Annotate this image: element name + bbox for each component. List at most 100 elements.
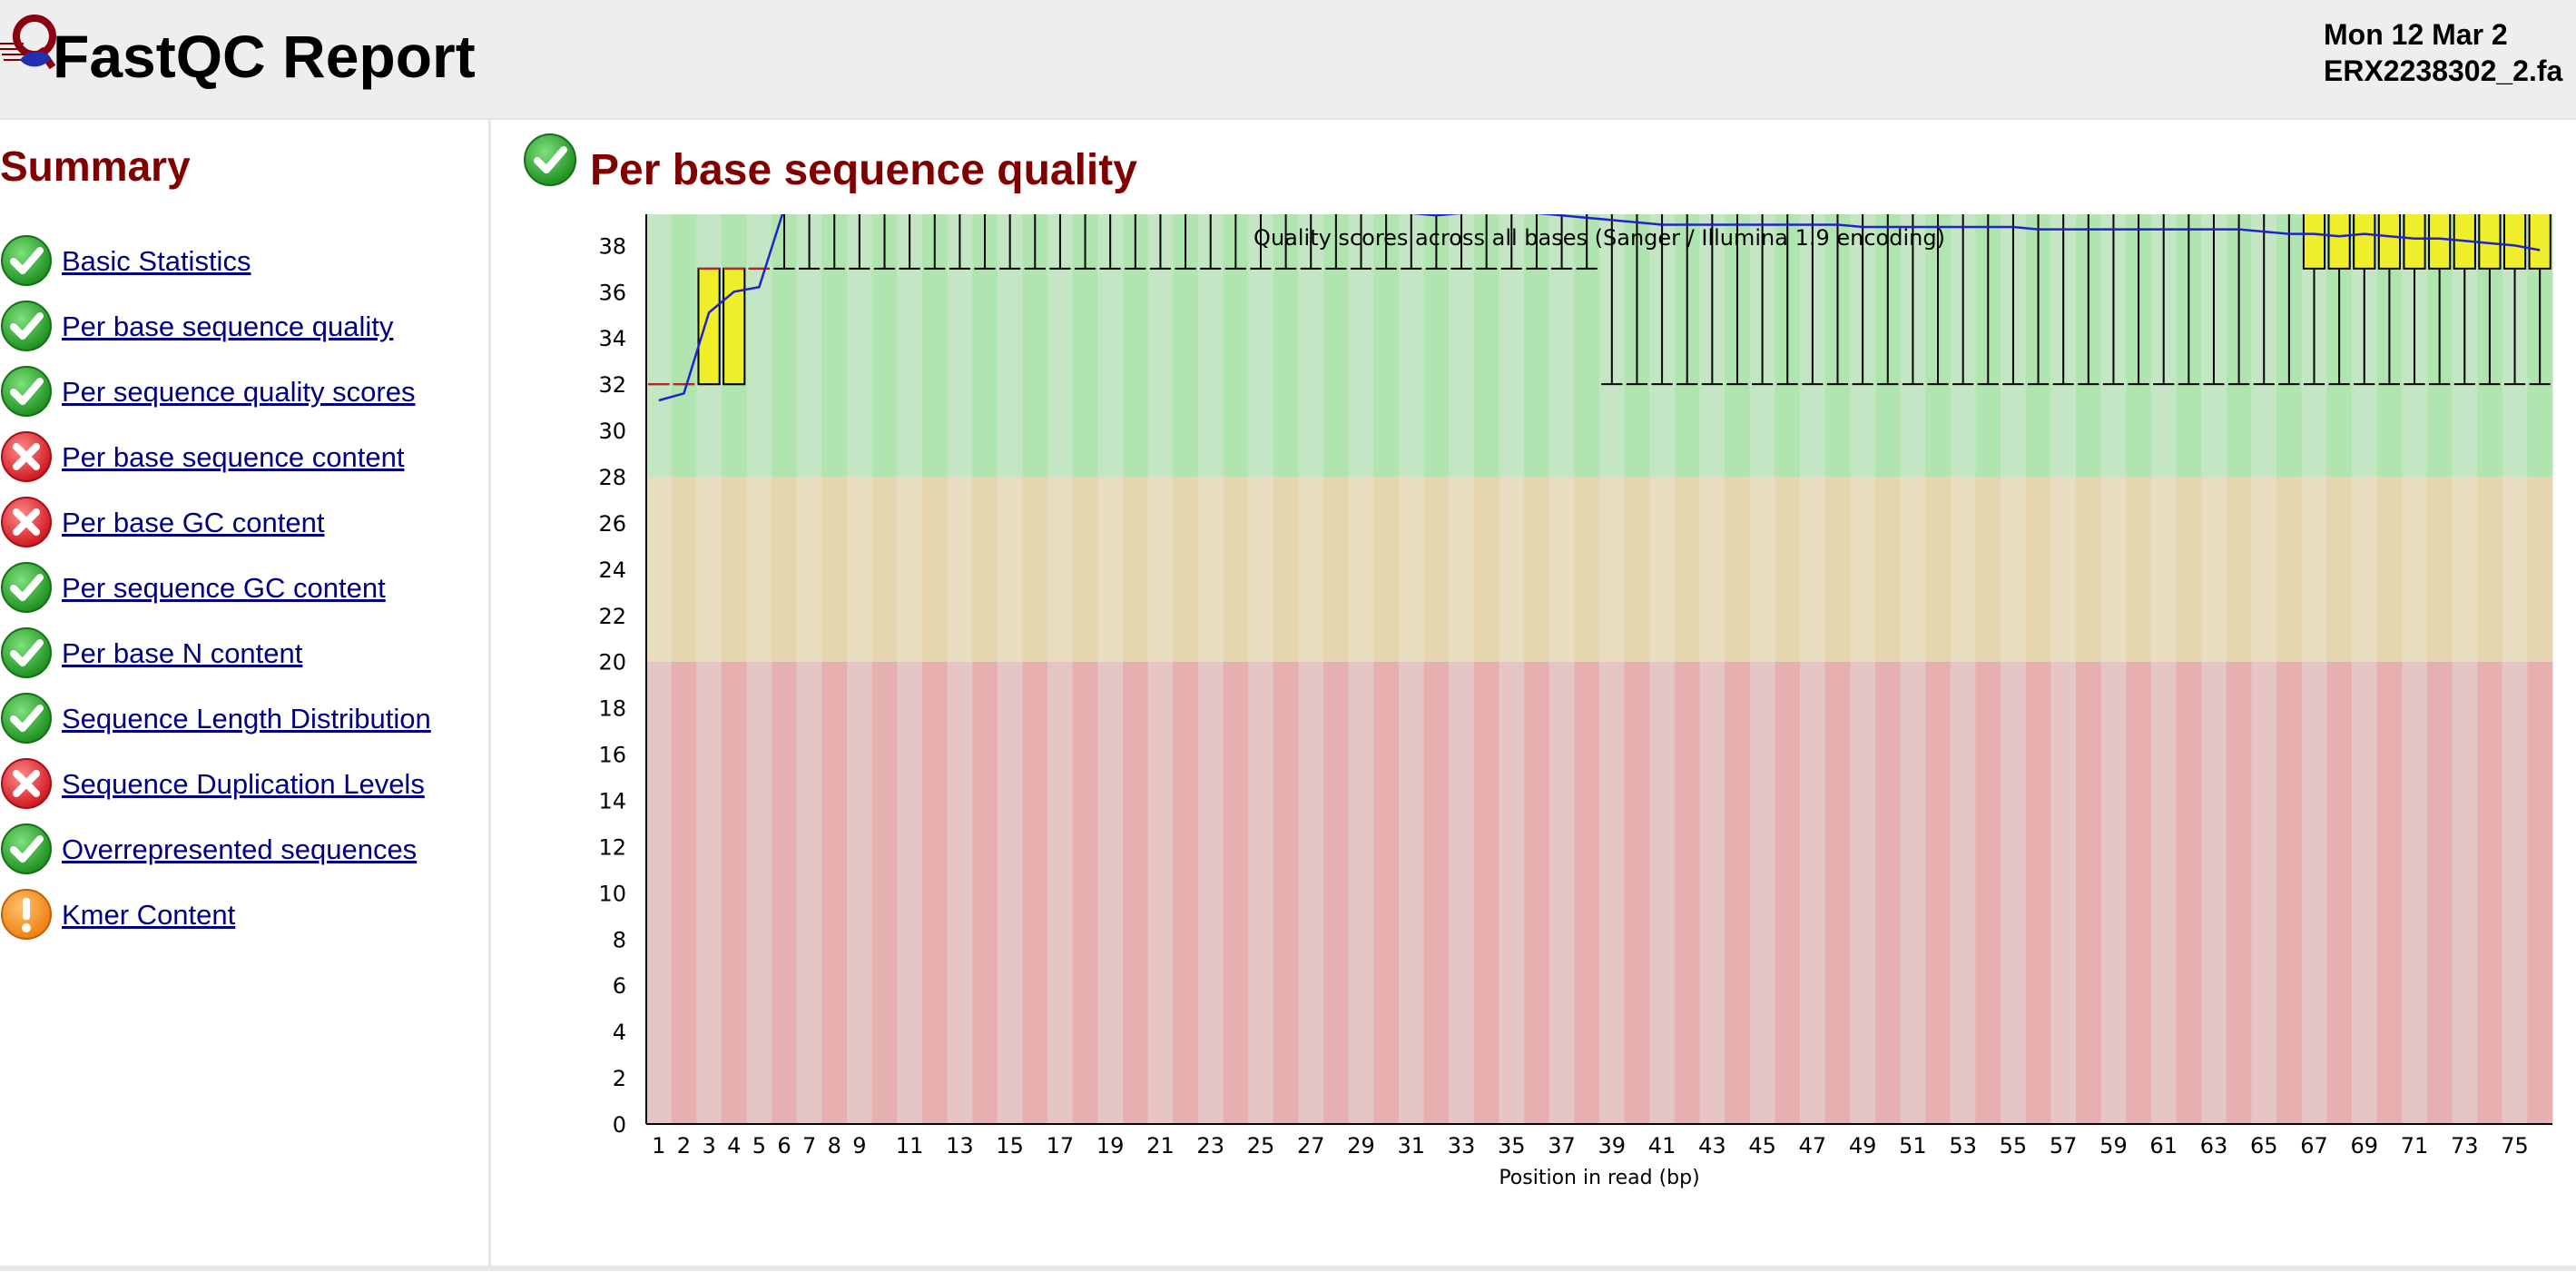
- x-tick-label: 8: [828, 1133, 841, 1159]
- zone-stripe-reasonable: [1298, 477, 1324, 662]
- summary-item[interactable]: Per sequence GC content: [0, 561, 488, 619]
- summary-link[interactable]: Per sequence GC content: [62, 572, 386, 604]
- zone-stripe-poor: [2527, 661, 2553, 1124]
- summary-item[interactable]: Basic Statistics: [0, 234, 488, 292]
- zone-stripe-reasonable: [1699, 477, 1726, 662]
- zone-stripe-reasonable: [1323, 477, 1350, 662]
- summary-item[interactable]: Overrepresented sequences: [0, 823, 488, 881]
- x-tick-label: 11: [896, 1133, 924, 1159]
- iqr-box: [2327, 175, 2351, 270]
- zone-stripe-reasonable: [997, 477, 1023, 662]
- zone-stripe-poor: [1824, 661, 1851, 1124]
- x-tick-label: 27: [1297, 1133, 1325, 1159]
- summary-link[interactable]: Basic Statistics: [62, 245, 251, 277]
- zone-stripe-reasonable: [772, 477, 798, 662]
- x-tick-label: 13: [946, 1133, 974, 1159]
- summary-link[interactable]: Per sequence quality scores: [62, 376, 416, 408]
- x-tick-label: 7: [802, 1133, 816, 1159]
- x-tick-label: 17: [1047, 1133, 1075, 1159]
- zone-stripe-poor: [1047, 661, 1074, 1124]
- zone-stripe-poor: [1348, 661, 1374, 1124]
- zone-stripe-reasonable: [671, 477, 697, 662]
- x-tick-label: 33: [1448, 1133, 1476, 1159]
- zone-stripe-poor: [1624, 661, 1650, 1124]
- zone-stripe-reasonable: [821, 477, 848, 662]
- y-tick-label: 20: [598, 650, 626, 675]
- zone-stripe-poor: [746, 661, 772, 1124]
- zone-stripe-reasonable: [1449, 477, 1475, 662]
- summary-link[interactable]: Overrepresented sequences: [62, 833, 418, 865]
- iqr-box: [2528, 175, 2551, 270]
- summary-item[interactable]: Sequence Length Distribution: [0, 692, 488, 750]
- x-tick-label: 21: [1146, 1133, 1175, 1159]
- zone-stripe-reasonable: [721, 477, 748, 662]
- zone-stripe-poor: [1273, 661, 1299, 1124]
- zone-stripe-reasonable: [1197, 477, 1224, 662]
- x-tick-label: 45: [1748, 1133, 1776, 1159]
- zone-stripe-poor: [997, 661, 1023, 1124]
- zone-stripe-reasonable: [1423, 477, 1450, 662]
- x-tick-label: 73: [2451, 1133, 2479, 1159]
- zone-stripe-reasonable: [1473, 477, 1499, 662]
- summary-item[interactable]: Per sequence quality scores: [0, 365, 488, 423]
- y-tick-label: 12: [598, 834, 626, 860]
- fail-icon: [1, 758, 52, 809]
- summary-item[interactable]: Per base N content: [0, 626, 488, 685]
- summary-link[interactable]: Sequence Length Distribution: [62, 703, 431, 735]
- zone-stripe-reasonable: [1524, 477, 1550, 662]
- summary-link[interactable]: Per base GC content: [62, 507, 325, 538]
- zone-stripe-reasonable: [2402, 477, 2428, 662]
- bottom-scrollbar-track[interactable]: [0, 1266, 2576, 1271]
- summary-item[interactable]: Per base sequence content: [0, 430, 488, 488]
- summary-item[interactable]: Per base sequence quality: [0, 300, 488, 358]
- zone-stripe-reasonable: [1925, 477, 1952, 662]
- x-tick-label: 41: [1648, 1133, 1676, 1159]
- x-tick-label: 43: [1698, 1133, 1726, 1159]
- fastqc-logo-icon: [0, 15, 56, 70]
- iqr-box: [2428, 175, 2452, 270]
- zone-stripe-poor: [1950, 661, 1976, 1124]
- x-tick-label: 39: [1598, 1133, 1627, 1159]
- zone-stripe-reasonable: [1624, 477, 1650, 662]
- zone-stripe-reasonable: [1147, 477, 1174, 662]
- x-tick-label: 57: [2050, 1133, 2078, 1159]
- zone-stripe-reasonable: [2100, 477, 2127, 662]
- zone-stripe-poor: [2150, 661, 2178, 1124]
- summary-item[interactable]: Kmer Content: [0, 888, 488, 946]
- zone-stripe-reasonable: [696, 477, 723, 662]
- summary-link[interactable]: Sequence Duplication Levels: [62, 768, 425, 800]
- y-tick-label: 18: [598, 696, 626, 722]
- y-tick-label: 6: [613, 973, 626, 999]
- zone-stripe-reasonable: [1749, 477, 1775, 662]
- zone-stripe-poor: [2251, 661, 2277, 1124]
- pass-icon: [1, 562, 52, 613]
- summary-item[interactable]: Per base GC content: [0, 496, 488, 554]
- x-tick-label: 35: [1498, 1133, 1526, 1159]
- zone-stripe-poor: [2100, 661, 2127, 1124]
- zone-stripe-reasonable: [2502, 477, 2528, 662]
- zone-stripe-reasonable: [1273, 477, 1299, 662]
- zone-stripe-poor: [2276, 661, 2303, 1124]
- summary-link[interactable]: Per base sequence quality: [62, 311, 394, 342]
- summary-item[interactable]: Sequence Duplication Levels: [0, 757, 488, 815]
- x-tick-label: 3: [702, 1133, 715, 1159]
- zone-stripe-reasonable: [2176, 477, 2202, 662]
- zone-stripe-reasonable: [972, 477, 998, 662]
- zone-stripe-reasonable: [847, 477, 873, 662]
- zone-stripe-reasonable: [2527, 477, 2553, 662]
- x-tick-label: 2: [677, 1133, 691, 1159]
- warn-icon: [1, 889, 52, 940]
- summary-link[interactable]: Per base sequence content: [62, 441, 405, 473]
- zone-stripe-reasonable: [1072, 477, 1098, 662]
- summary-link[interactable]: Per base N content: [62, 637, 303, 669]
- zone-stripe-poor: [1900, 661, 1926, 1124]
- zone-stripe-poor: [721, 661, 748, 1124]
- zone-stripe-poor: [1449, 661, 1475, 1124]
- zone-stripe-reasonable: [1047, 477, 1074, 662]
- y-tick-label: 16: [598, 743, 626, 768]
- summary-link[interactable]: Kmer Content: [62, 899, 236, 931]
- x-axis-label: Position in read (bp): [1499, 1167, 1699, 1189]
- x-tick-label: 15: [996, 1133, 1024, 1159]
- zone-stripe-poor: [2426, 661, 2453, 1124]
- zone-stripe-reasonable: [1549, 477, 1575, 662]
